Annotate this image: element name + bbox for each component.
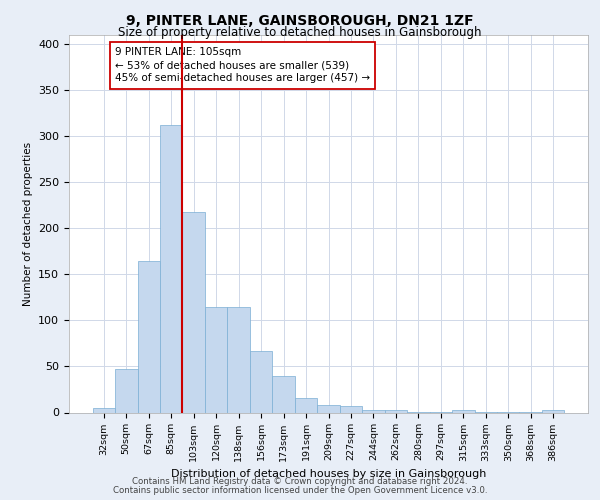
Text: Contains HM Land Registry data © Crown copyright and database right 2024.: Contains HM Land Registry data © Crown c…: [132, 478, 468, 486]
Bar: [542, 410, 565, 412]
Bar: [295, 398, 317, 412]
Bar: [452, 410, 475, 412]
Bar: [137, 260, 160, 412]
Bar: [340, 406, 362, 412]
Bar: [250, 351, 272, 412]
Bar: [272, 376, 295, 412]
Bar: [205, 306, 227, 412]
Bar: [115, 369, 137, 412]
Text: 9, PINTER LANE, GAINSBOROUGH, DN21 1ZF: 9, PINTER LANE, GAINSBOROUGH, DN21 1ZF: [126, 14, 474, 28]
Text: Size of property relative to detached houses in Gainsborough: Size of property relative to detached ho…: [118, 26, 482, 39]
Bar: [317, 405, 340, 412]
Bar: [362, 410, 385, 412]
Bar: [160, 125, 182, 412]
Bar: [385, 410, 407, 412]
Text: Contains public sector information licensed under the Open Government Licence v3: Contains public sector information licen…: [113, 486, 487, 495]
Y-axis label: Number of detached properties: Number of detached properties: [23, 142, 32, 306]
Text: 9 PINTER LANE: 105sqm
← 53% of detached houses are smaller (539)
45% of semi-det: 9 PINTER LANE: 105sqm ← 53% of detached …: [115, 47, 370, 84]
Bar: [227, 306, 250, 412]
Bar: [182, 212, 205, 412]
Bar: [92, 408, 115, 412]
X-axis label: Distribution of detached houses by size in Gainsborough: Distribution of detached houses by size …: [171, 469, 486, 479]
